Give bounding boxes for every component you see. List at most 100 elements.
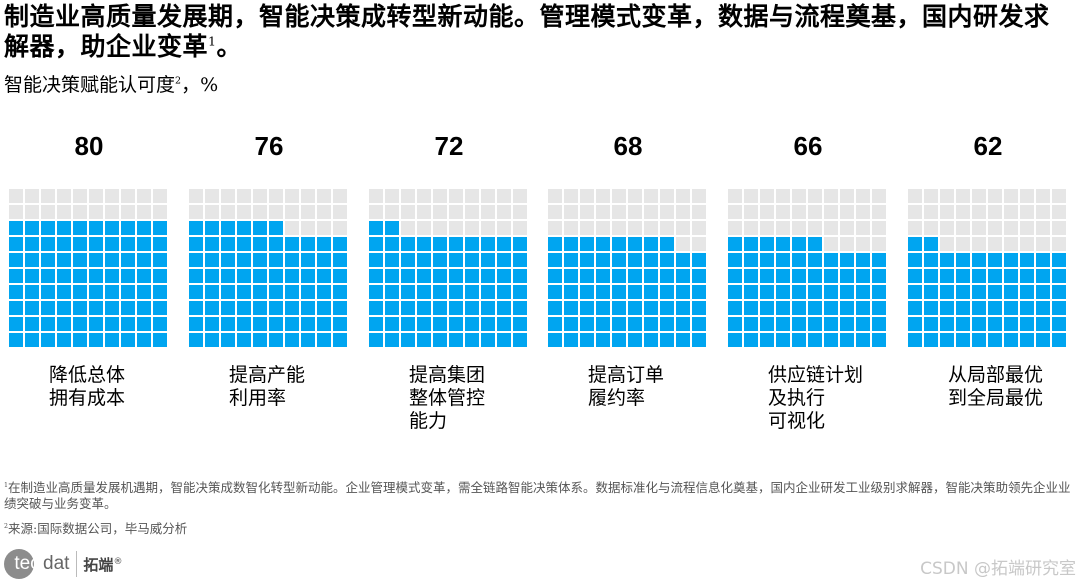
waffle-cell-empty <box>385 205 399 219</box>
waffle-cell-empty <box>1004 221 1018 235</box>
waffle-cell-filled <box>237 221 251 235</box>
waffle-cell-filled <box>137 237 151 251</box>
waffle-cell-filled <box>792 237 806 251</box>
waffle-cell-empty <box>728 189 742 203</box>
waffle-cell-empty <box>1004 189 1018 203</box>
waffle-cell-empty <box>205 189 219 203</box>
waffle-cell-filled <box>105 221 119 235</box>
waffle-cell-empty <box>89 205 103 219</box>
waffle-cell-empty <box>497 205 511 219</box>
waffle-cell-filled <box>840 301 854 315</box>
waffle-cell-empty <box>564 221 578 235</box>
waffle-cell-filled <box>465 301 479 315</box>
waffle-cell-filled <box>497 317 511 331</box>
waffle-cell-filled <box>676 333 690 347</box>
waffle-cell-empty <box>401 189 415 203</box>
waffle-cell-filled <box>253 237 267 251</box>
waffle-cell-empty <box>776 221 790 235</box>
waffle-cell-filled <box>956 301 970 315</box>
waffle-cell-empty <box>692 205 706 219</box>
waffle-cell-filled <box>221 317 235 331</box>
waffle-cell-empty <box>760 205 774 219</box>
waffle-cell-filled <box>548 253 562 267</box>
waffle-cell-empty <box>676 189 690 203</box>
waffle-cell-filled <box>237 285 251 299</box>
waffle-cell-filled <box>333 285 347 299</box>
waffle-cell-empty <box>612 189 626 203</box>
waffle-cell-filled <box>481 301 495 315</box>
waffle-cell-filled <box>776 317 790 331</box>
waffle-cell-empty <box>433 221 447 235</box>
waffle-cell-filled <box>205 253 219 267</box>
panel-label: 供应链计划 及执行 可视化 <box>768 364 864 432</box>
waffle-cell-filled <box>956 333 970 347</box>
waffle-cell-filled <box>972 285 986 299</box>
waffle-cell-filled <box>824 253 838 267</box>
waffle-cell-filled <box>417 317 431 331</box>
waffle-cell-filled <box>972 253 986 267</box>
waffle-cell-filled <box>497 237 511 251</box>
waffle-cell-empty <box>692 189 706 203</box>
waffle-cell-empty <box>89 189 103 203</box>
waffle-cell-filled <box>153 317 167 331</box>
waffle-cell-filled <box>924 333 938 347</box>
waffle-cell-filled <box>580 333 594 347</box>
waffle-cell-filled <box>369 269 383 283</box>
waffle-cell-filled <box>972 333 986 347</box>
waffle-grid <box>9 189 169 349</box>
waffle-cell-filled <box>628 301 642 315</box>
waffle-cell-filled <box>792 317 806 331</box>
waffle-cell-filled <box>385 285 399 299</box>
waffle-cell-filled <box>1052 301 1066 315</box>
waffle-cell-filled <box>205 301 219 315</box>
waffle-cell-filled <box>988 333 1002 347</box>
waffle-cell-filled <box>1020 253 1034 267</box>
waffle-cell-filled <box>417 269 431 283</box>
waffle-cell-filled <box>301 317 315 331</box>
waffle-cell-empty <box>988 205 1002 219</box>
panel-value: 68 <box>613 131 643 161</box>
waffle-cell-empty <box>301 221 315 235</box>
waffle-cell-filled <box>25 333 39 347</box>
waffle-cell-filled <box>513 269 527 283</box>
waffle-cell-empty <box>596 205 610 219</box>
waffle-cell-filled <box>728 269 742 283</box>
waffle-cell-filled <box>57 237 71 251</box>
waffle-cell-filled <box>417 253 431 267</box>
waffle-cell-filled <box>333 301 347 315</box>
waffle-cell-filled <box>792 333 806 347</box>
waffle-cell-filled <box>692 301 706 315</box>
waffle-cell-filled <box>692 317 706 331</box>
waffle-panel: 72 提高集团 整体管控 能力 <box>369 128 529 432</box>
waffle-cell-filled <box>465 253 479 267</box>
title-footnote-ref: 1 <box>208 33 217 49</box>
waffle-cell-filled <box>692 333 706 347</box>
waffle-cell-empty <box>417 221 431 235</box>
waffle-cell-filled <box>449 333 463 347</box>
waffle-cell-filled <box>465 317 479 331</box>
waffle-cell-empty <box>1036 221 1050 235</box>
waffle-cell-filled <box>189 221 203 235</box>
waffle-cell-filled <box>924 317 938 331</box>
waffle-cell-filled <box>628 253 642 267</box>
waffle-cell-filled <box>121 269 135 283</box>
waffle-cell-filled <box>580 253 594 267</box>
footnote-text: 来源:国际数据公司，毕马威分析 <box>7 521 188 536</box>
waffle-cell-filled <box>1004 253 1018 267</box>
waffle-cell-filled <box>221 269 235 283</box>
waffle-cell-filled <box>73 269 87 283</box>
waffle-cell-filled <box>908 285 922 299</box>
waffle-cell-filled <box>25 301 39 315</box>
waffle-cell-filled <box>1020 317 1034 331</box>
waffle-cell-filled <box>189 269 203 283</box>
waffle-panel: 76 提高产能 利用率 <box>189 128 349 409</box>
waffle-cell-filled <box>57 333 71 347</box>
waffle-cell-filled <box>1052 333 1066 347</box>
waffle-cell-empty <box>824 205 838 219</box>
logo-cn: 拓端® <box>83 554 122 575</box>
waffle-cell-filled <box>137 301 151 315</box>
waffle-cell-filled <box>205 269 219 283</box>
waffle-cell-filled <box>744 317 758 331</box>
waffle-cell-filled <box>908 301 922 315</box>
waffle-cell-filled <box>644 237 658 251</box>
